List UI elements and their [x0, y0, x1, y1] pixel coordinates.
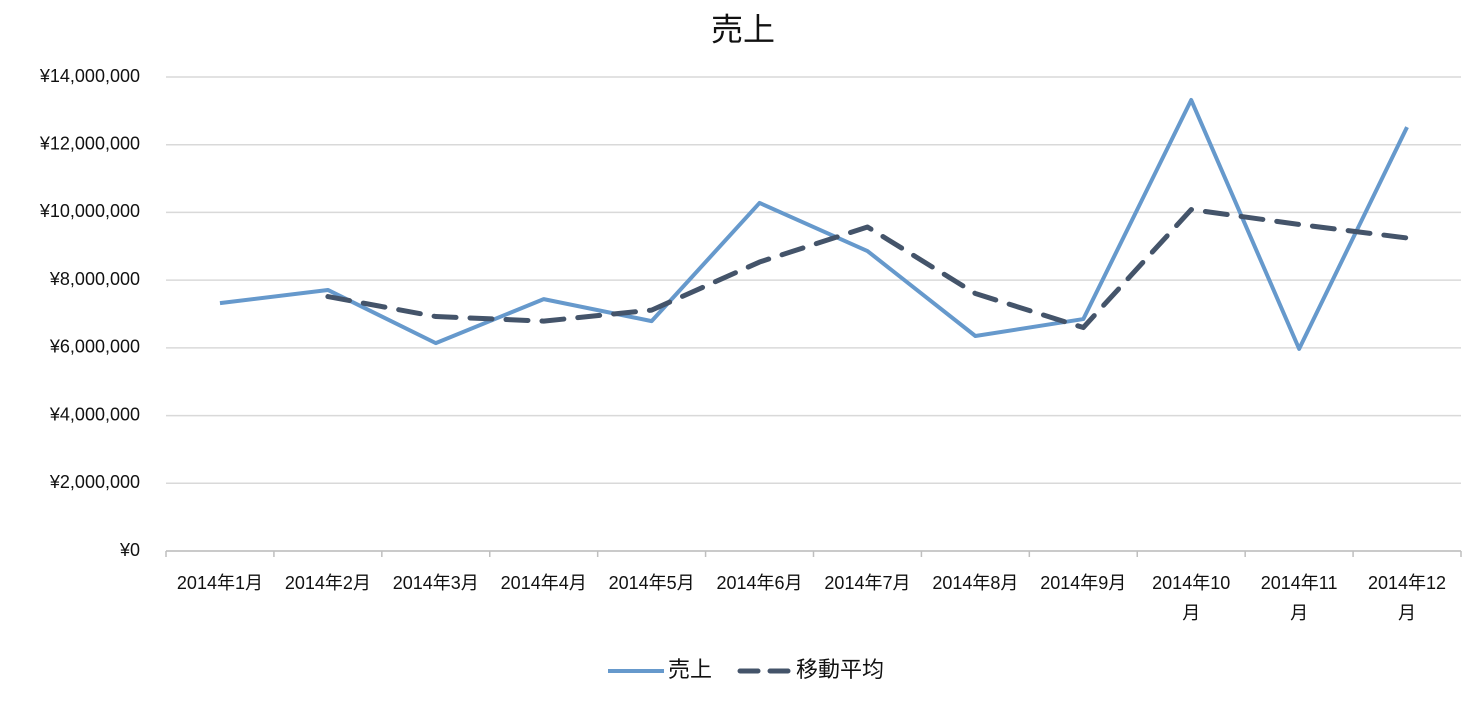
x-tick-label: 2014年2月 [284, 573, 371, 593]
y-tick-label: ¥14,000,000 [39, 66, 140, 86]
y-tick-label: ¥12,000,000 [39, 133, 140, 153]
x-tick-label: 2014年9月 [1040, 573, 1127, 593]
legend-label: 移動平均 [796, 657, 884, 682]
y-tick-label: ¥6,000,000 [49, 337, 140, 357]
x-tick-label: 2014年1月 [176, 573, 263, 593]
x-tick-label: 2014年4月 [500, 573, 587, 593]
legend-label: 売上 [668, 657, 712, 682]
x-tick-label: 2014年5月 [608, 573, 695, 593]
y-tick-label: ¥4,000,000 [49, 404, 140, 424]
x-tick-label: 2014年12月 [1367, 573, 1447, 623]
chart-title: 売上 [711, 11, 775, 47]
series-line [325, 207, 1410, 331]
x-tick-label: 2014年7月 [824, 573, 911, 593]
x-tick-label: 2014年6月 [716, 573, 803, 593]
x-tick-label: 2014年10月 [1152, 573, 1231, 623]
y-tick-label: ¥10,000,000 [39, 201, 140, 221]
y-tick-label: ¥2,000,000 [49, 472, 140, 492]
y-tick-label: ¥0 [119, 540, 140, 560]
x-tick-label: 2014年8月 [932, 573, 1019, 593]
x-tick-label: 2014年3月 [392, 573, 479, 593]
x-tick-label: 2014年11月 [1260, 573, 1338, 623]
series-line [219, 98, 1409, 351]
y-tick-label: ¥8,000,000 [49, 269, 140, 289]
